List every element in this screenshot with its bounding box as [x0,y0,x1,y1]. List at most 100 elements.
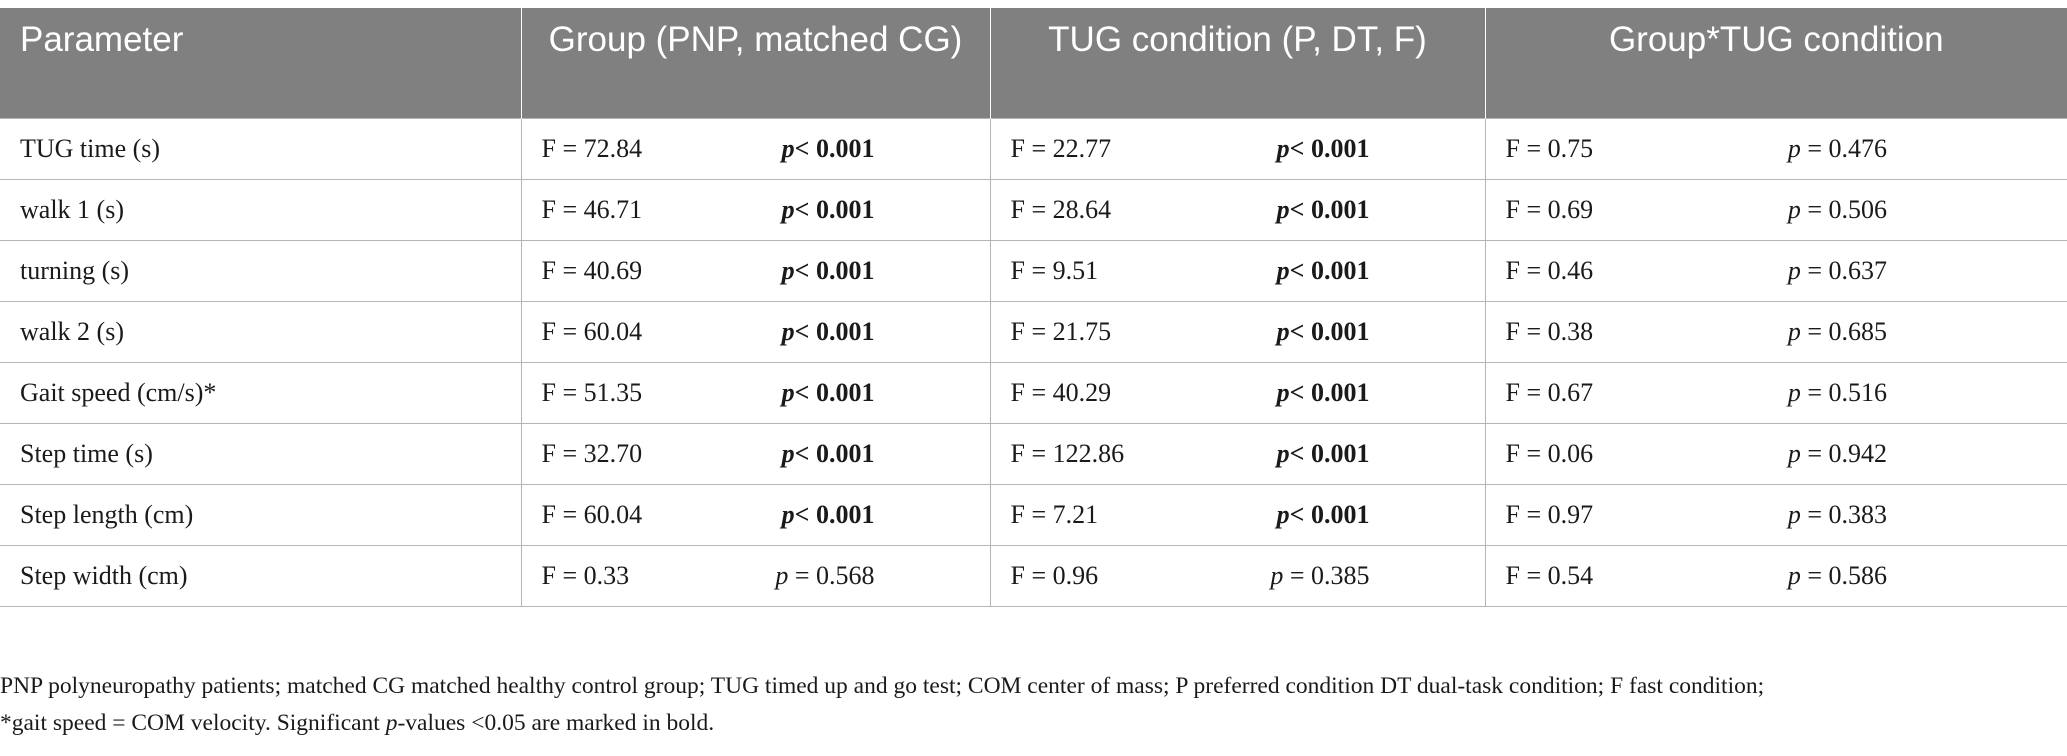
group-stat-cell: F = 51.35 p< 0.001 [520,361,991,424]
interaction-p-letter: p [1787,438,1801,468]
group-p-number: < 0.001 [794,438,875,468]
group-stat-wrap: F = 72.84 p< 0.001 [542,119,970,179]
group-p-letter: p [781,438,795,468]
group-f-value: F = 32.70 [541,438,643,468]
group-p-number: < 0.001 [794,255,875,285]
tug-p-letter: p [1276,499,1290,529]
interaction-stat-wrap: F = 0.46 p = 0.637 [1506,241,2048,301]
tug-stat-wrap: F = 122.86 p< 0.001 [1011,424,1465,484]
interaction-f-value: F = 0.06 [1505,438,1594,468]
tug-p-number: < 0.001 [1289,194,1370,224]
interaction-stat-cell: F = 0.38 p = 0.685 [1484,300,2067,363]
tug-p-number: < 0.001 [1289,255,1370,285]
interaction-p-value: p = 0.516 [1788,378,1887,408]
table-row: Step time (s) F = 32.70 p< 0.001 F = 122.86… [0,422,2067,485]
group-stat-cell: F = 60.04 p< 0.001 [520,483,991,546]
interaction-p-value: p = 0.942 [1788,439,1887,469]
interaction-f-value: F = 0.67 [1505,377,1594,407]
tug-stat-wrap: F = 22.77 p< 0.001 [1011,119,1465,179]
interaction-p-value: p = 0.383 [1788,500,1887,530]
tug-p-value: p< 0.001 [1277,256,1370,286]
parameter-cell: Step time (s) [0,422,522,485]
parameter-cell: walk 1 (s) [0,178,522,241]
tug-p-number: < 0.001 [1289,377,1370,407]
group-stat-wrap: F = 46.71 p< 0.001 [542,180,970,240]
tug-p-number: < 0.001 [1289,438,1370,468]
header-parameter: Parameter [0,8,521,118]
group-p-number: < 0.001 [794,377,875,407]
table-row: Step length (cm) F = 60.04 p< 0.001 F = 7.2… [0,483,2067,546]
tug-p-number: < 0.001 [1289,499,1370,529]
tug-stat-wrap: F = 7.21 p< 0.001 [1011,485,1465,545]
footnote-text-a: *gait speed = COM velocity. Significant [0,710,386,736]
tug-stat-wrap: F = 0.96 p = 0.385 [1011,546,1465,606]
group-stat-wrap: F = 32.70 p< 0.001 [542,424,970,484]
interaction-stat-wrap: F = 0.06 p = 0.942 [1506,424,2048,484]
group-f-value: F = 72.84 [541,133,643,163]
interaction-p-value: p = 0.476 [1788,134,1887,164]
tug-p-value: p< 0.001 [1277,439,1370,469]
interaction-stat-wrap: F = 0.97 p = 0.383 [1506,485,2048,545]
interaction-f-value: F = 0.75 [1505,133,1594,163]
group-p-letter: p [781,377,795,407]
interaction-stat-cell: F = 0.67 p = 0.516 [1484,361,2067,424]
tug-stat-cell: F = 28.64 p< 0.001 [989,178,1486,241]
group-stat-wrap: F = 51.35 p< 0.001 [542,363,970,423]
interaction-p-value: p = 0.586 [1788,561,1887,591]
header-group: Group (PNP, matched CG) [520,8,990,118]
group-f-value: F = 60.04 [541,499,643,529]
interaction-p-value: p = 0.685 [1788,317,1887,347]
footnote-line-1: PNP polyneuropathy patients; matched CG … [0,673,1765,699]
table-footnote: PNP polyneuropathy patients; matched CG … [0,668,2060,742]
interaction-f-value: F = 0.97 [1505,499,1594,529]
parameter-cell: turning (s) [0,239,522,302]
tug-f-value: F = 28.64 [1010,194,1112,224]
interaction-p-letter: p [1787,560,1801,590]
tug-p-letter: p [1276,194,1290,224]
tug-f-value: F = 7.21 [1010,499,1099,529]
tug-stat-wrap: F = 28.64 p< 0.001 [1011,180,1465,240]
interaction-stat-wrap: F = 0.38 p = 0.685 [1506,302,2048,362]
tug-f-value: F = 0.96 [1010,560,1099,590]
interaction-stat-wrap: F = 0.67 p = 0.516 [1506,363,2048,423]
interaction-p-letter: p [1787,377,1801,407]
group-p-letter: p [781,499,795,529]
interaction-f-value: F = 0.69 [1505,194,1594,224]
table-body: TUG time (s) F = 72.84 p< 0.001 F = 22.77 p<… [0,117,2067,607]
tug-stat-cell: F = 21.75 p< 0.001 [989,300,1486,363]
tug-p-value: p = 0.385 [1270,561,1369,591]
tug-p-value: p< 0.001 [1277,317,1370,347]
group-p-letter: p [775,560,789,590]
table-row: turning (s) F = 40.69 p< 0.001 F = 9.51 p< 0… [0,239,2067,302]
group-stat-cell: F = 72.84 p< 0.001 [520,117,991,180]
tug-stat-cell: F = 9.51 p< 0.001 [989,239,1486,302]
interaction-p-letter: p [1787,499,1801,529]
interaction-p-value: p = 0.506 [1788,195,1887,225]
group-stat-cell: F = 60.04 p< 0.001 [520,300,991,363]
interaction-p-number: = 0.476 [1800,133,1887,163]
interaction-p-number: = 0.383 [1800,499,1887,529]
group-f-value: F = 60.04 [541,316,643,346]
tug-p-number: < 0.001 [1289,133,1370,163]
interaction-stat-cell: F = 0.97 p = 0.383 [1484,483,2067,546]
interaction-p-number: = 0.506 [1800,194,1887,224]
group-p-value: p< 0.001 [782,500,875,530]
group-stat-wrap: F = 40.69 p< 0.001 [542,241,970,301]
tug-f-value: F = 9.51 [1010,255,1099,285]
tug-p-number: < 0.001 [1289,316,1370,346]
group-f-value: F = 40.69 [541,255,643,285]
tug-stat-cell: F = 22.77 p< 0.001 [989,117,1486,180]
tug-p-value: p< 0.001 [1277,134,1370,164]
parameter-cell: Gait speed (cm/s)* [0,361,522,424]
tug-f-value: F = 22.77 [1010,133,1112,163]
footnote-text-b: -values <0.05 are marked in bold. [397,710,715,736]
group-stat-cell: F = 0.33 p = 0.568 [520,544,991,607]
tug-stat-wrap: F = 9.51 p< 0.001 [1011,241,1465,301]
header-tug-condition: TUG condition (P, DT, F) [989,8,1485,118]
group-stat-cell: F = 40.69 p< 0.001 [520,239,991,302]
results-table-container: Parameter Group (PNP, matched CG) TUG co… [0,8,2067,607]
tug-p-letter: p [1276,316,1290,346]
group-stat-wrap: F = 60.04 p< 0.001 [542,485,970,545]
group-stat-cell: F = 46.71 p< 0.001 [520,178,991,241]
group-stat-wrap: F = 0.33 p = 0.568 [542,546,970,606]
